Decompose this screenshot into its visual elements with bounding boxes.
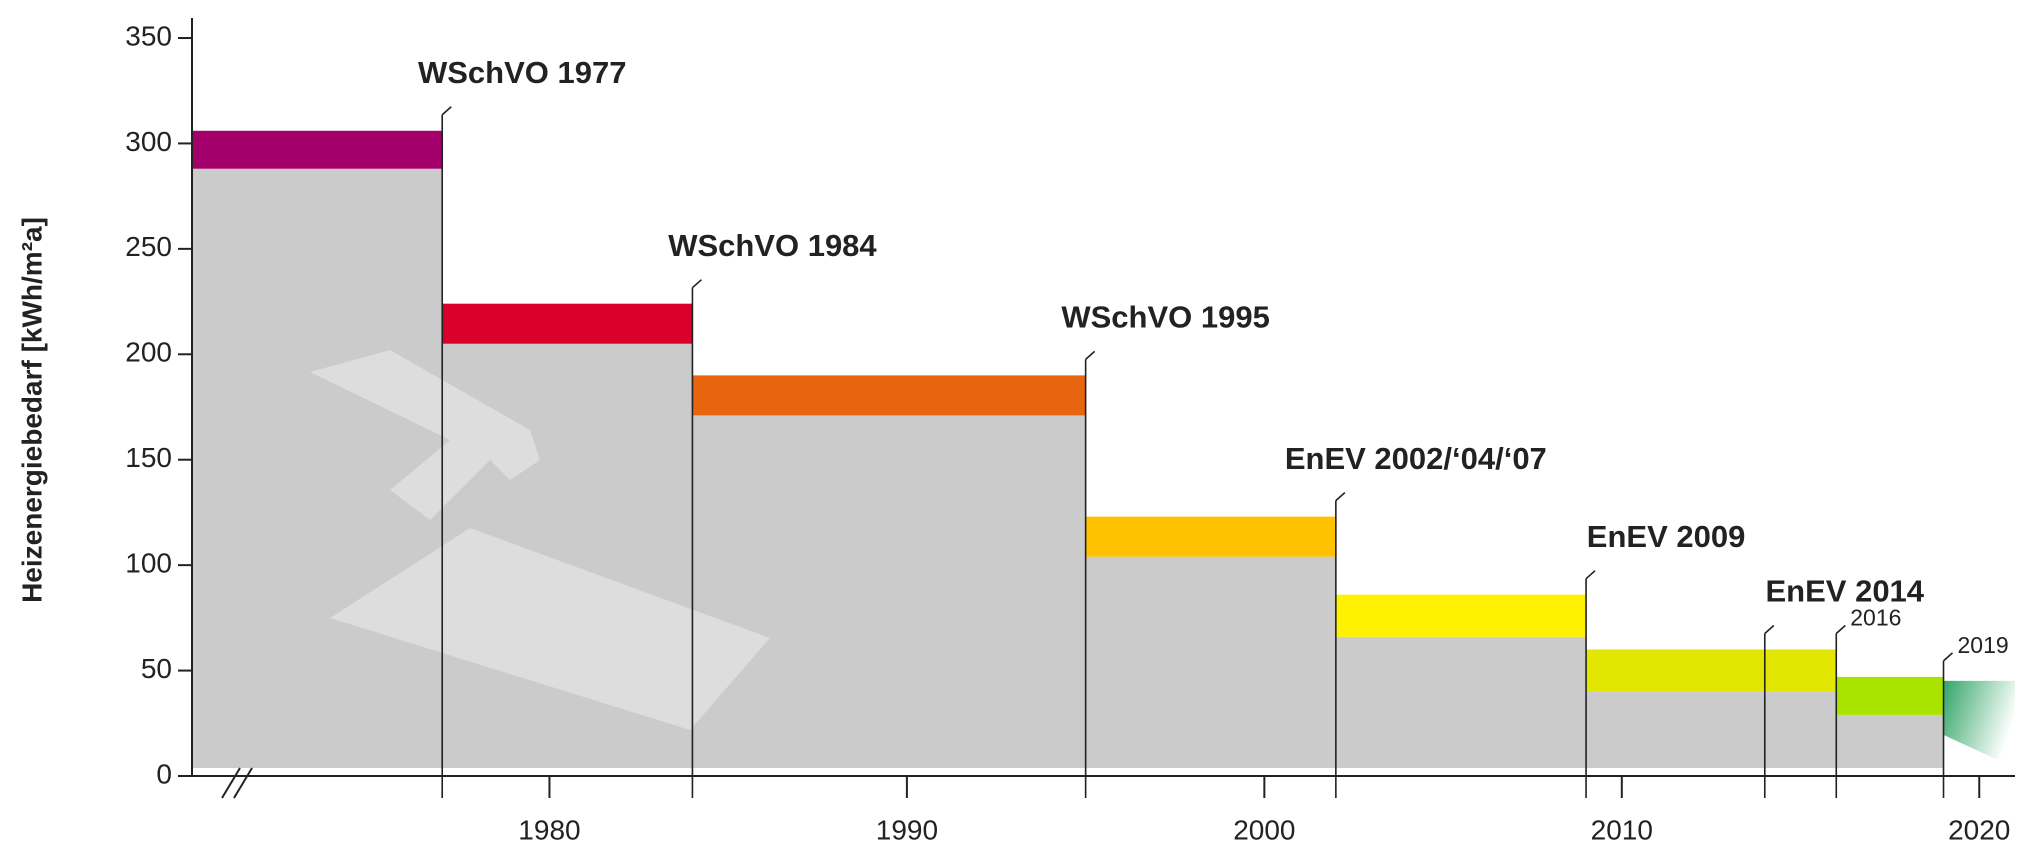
annotation: WSchVO 1995 xyxy=(1061,300,1269,335)
band xyxy=(192,130,443,169)
y-tick-label: 50 xyxy=(141,653,172,684)
base-area xyxy=(442,343,693,768)
annotation: WSchVO 1984 xyxy=(668,228,877,263)
y-tick-label: 100 xyxy=(125,548,172,579)
leader-tick xyxy=(1085,350,1096,360)
axis-break xyxy=(221,767,241,799)
bands xyxy=(192,130,2015,768)
annotation: 2019 xyxy=(1958,632,2009,658)
band xyxy=(442,303,693,344)
y-tick-label: 200 xyxy=(125,337,172,368)
axis-break xyxy=(233,767,253,799)
annotation: 2016 xyxy=(1850,605,1901,631)
band xyxy=(1586,649,1837,692)
x-tick-label: 2000 xyxy=(1233,814,1295,845)
base-area xyxy=(1085,556,1336,768)
leader-tick xyxy=(1585,570,1596,580)
band xyxy=(1085,516,1336,557)
future-fade xyxy=(1943,680,2015,768)
y-tick-label: 350 xyxy=(125,20,172,51)
x-tick-label: 2010 xyxy=(1591,814,1653,845)
leader-tick xyxy=(1942,652,1954,662)
y-tick-label: 0 xyxy=(156,758,172,789)
leader-tick xyxy=(1335,492,1346,502)
base-area xyxy=(692,415,1086,768)
leader-tick xyxy=(441,106,452,116)
x-tick-label: 1980 xyxy=(518,814,580,845)
x-tick-label: 2020 xyxy=(1948,814,2010,845)
leader-tick xyxy=(691,279,702,289)
watermark xyxy=(310,350,770,730)
band xyxy=(1335,594,1587,637)
base-area xyxy=(1836,714,1944,768)
annotation: EnEV 2009 xyxy=(1587,519,1746,554)
leader-tick xyxy=(1835,624,1846,635)
leader-tick xyxy=(1764,624,1775,635)
annotation: EnEV 2002/‘04/‘07 xyxy=(1285,441,1547,476)
base-area xyxy=(1586,691,1837,768)
annotation: WSchVO 1977 xyxy=(418,55,626,90)
band xyxy=(692,375,1086,416)
annotation: EnEV 2014 xyxy=(1766,574,1925,609)
y-axis-label: Heizenergiebedarf [kWh/m²a] xyxy=(16,217,47,603)
band xyxy=(1836,676,1944,715)
y-tick-label: 150 xyxy=(125,442,172,473)
y-tick-label: 250 xyxy=(125,231,172,262)
base-area xyxy=(1335,636,1587,768)
y-tick-label: 300 xyxy=(125,126,172,157)
base-area xyxy=(192,168,443,768)
x-tick-label: 1990 xyxy=(876,814,938,845)
